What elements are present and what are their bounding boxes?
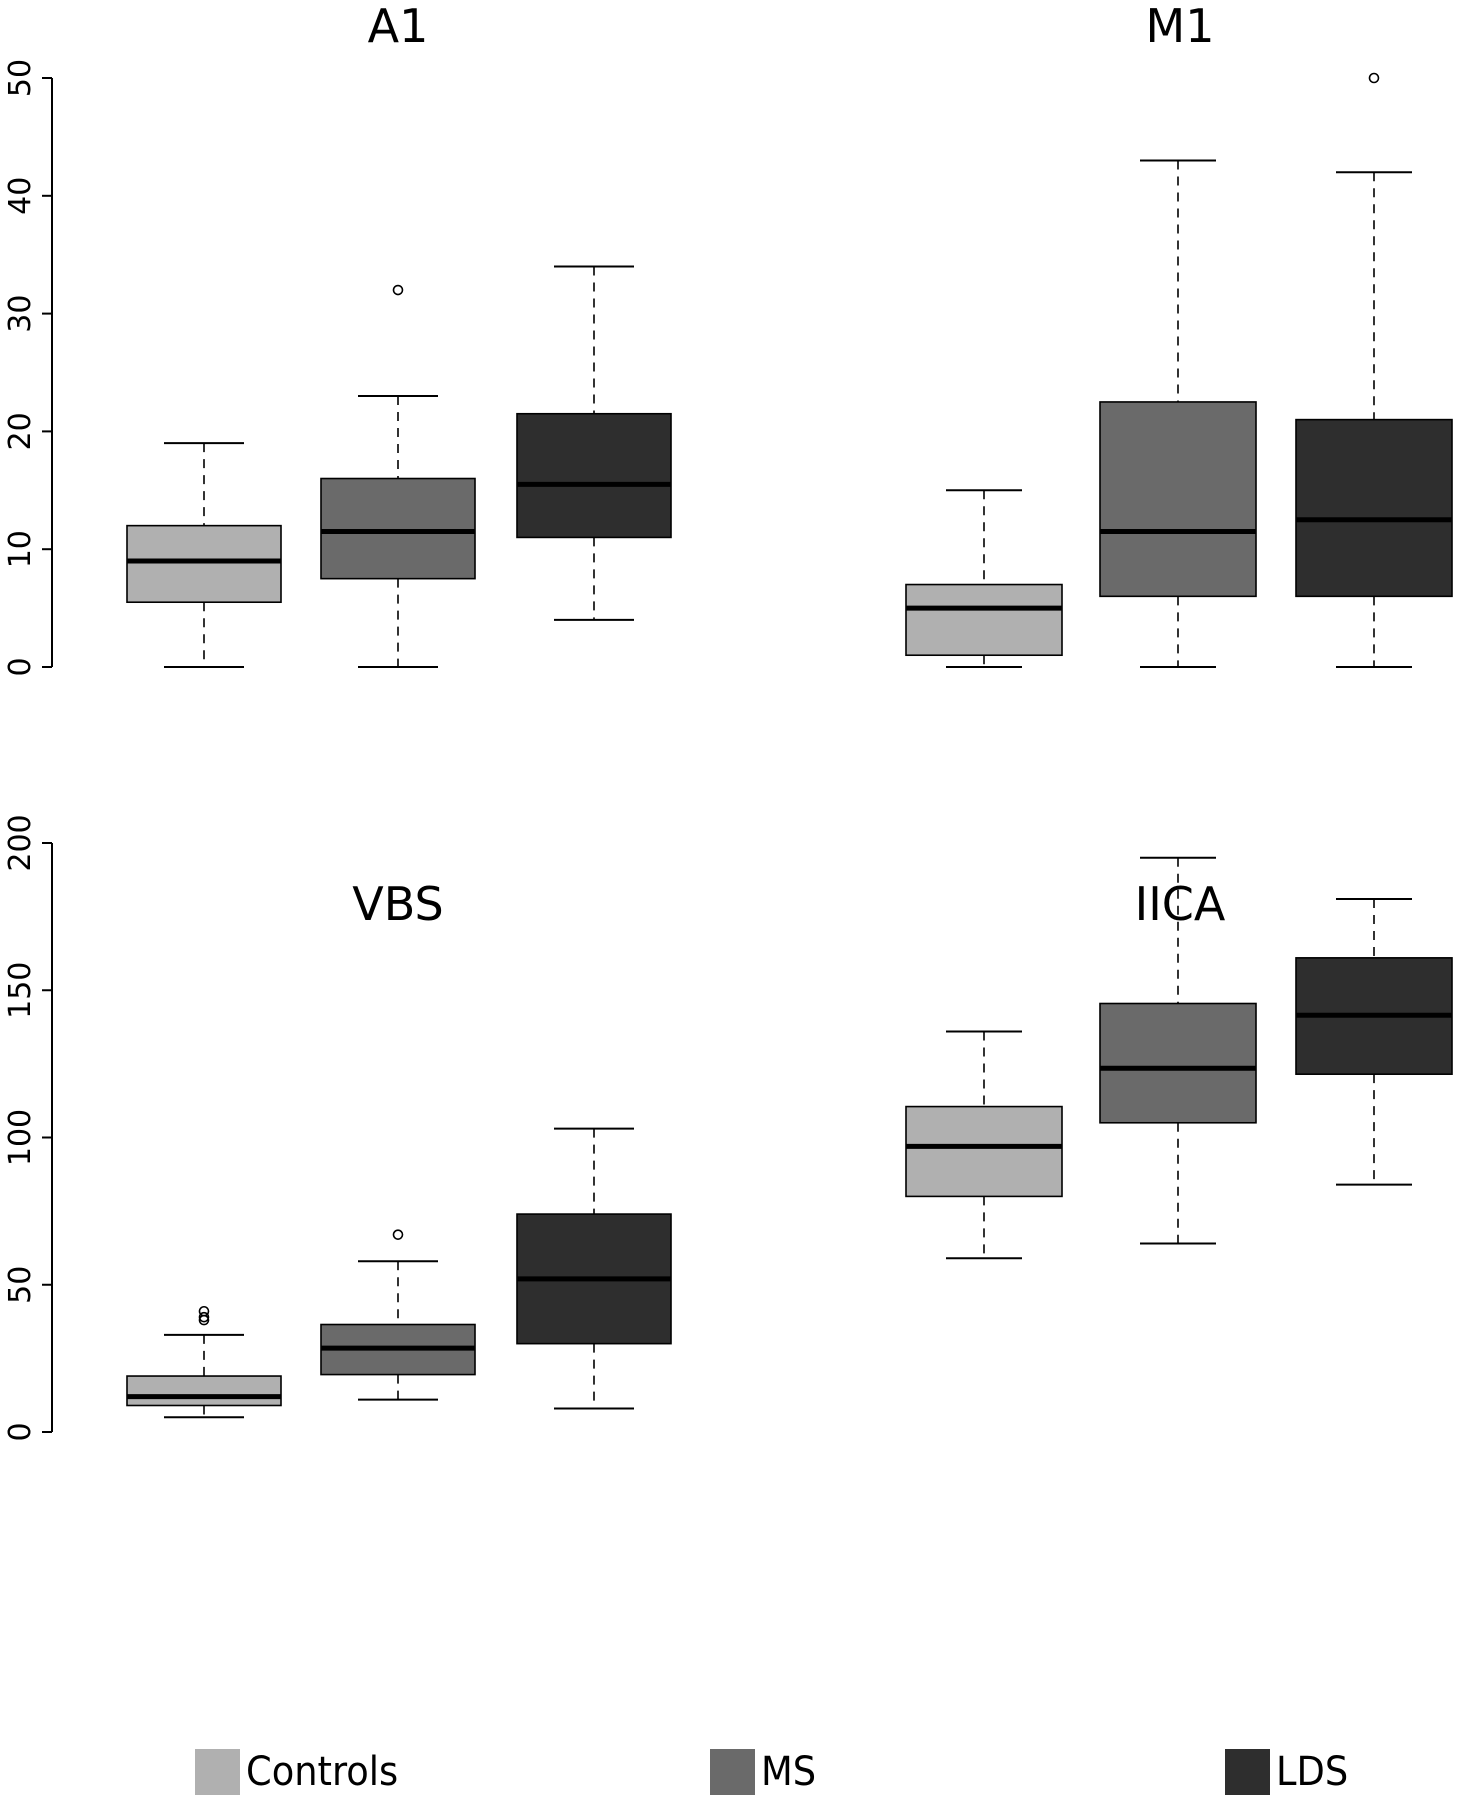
outlier-controls (198, 1311, 210, 1323)
y-tick-label-a1: 20 (3, 412, 38, 450)
y-tick-label-a1: 40 (3, 177, 38, 215)
legend-label-lds: LDS (1276, 1749, 1349, 1795)
legend-label-controls: Controls (246, 1749, 399, 1795)
box-controls (905, 1105, 1063, 1198)
legend-swatch-ms (710, 1749, 755, 1795)
box-ms (1099, 1002, 1257, 1124)
panel-title-iica: IICA (1135, 877, 1226, 931)
box-controls (126, 524, 282, 604)
panel-title-a1: A1 (368, 0, 429, 53)
legend-label-ms: MS (761, 1749, 817, 1795)
y-tick-label-a1: 10 (3, 530, 38, 568)
y-tick-label-a1: 30 (3, 295, 38, 333)
outlier-controls (198, 1305, 210, 1317)
y-tick-label-a1: 50 (3, 59, 38, 97)
y-tick-label-a1: 0 (3, 657, 38, 676)
outlier-ms (392, 284, 404, 296)
legend-item-ms: MS (710, 1749, 821, 1795)
box-lds (516, 412, 672, 539)
legend-swatch-controls (195, 1749, 240, 1795)
y-tick-label-vbs: 100 (3, 1109, 38, 1166)
box-lds (1295, 418, 1453, 598)
box-controls (126, 1375, 282, 1407)
y-tick-label-vbs: 200 (3, 814, 38, 871)
y-tick-label-vbs: 50 (3, 1266, 38, 1304)
outlier-ms (392, 1229, 404, 1240)
y-tick-label-vbs: 0 (3, 1422, 38, 1441)
legend-swatch-lds (1225, 1749, 1270, 1795)
panel-title-m1: M1 (1146, 0, 1215, 53)
box-controls (905, 583, 1063, 657)
legend-item-lds: LDS (1225, 1749, 1354, 1795)
legend-item-controls: Controls (195, 1749, 411, 1795)
box-ms (1099, 401, 1257, 598)
y-tick-label-vbs: 150 (3, 962, 38, 1019)
outlier-lds (1368, 72, 1380, 84)
box-ms (320, 477, 476, 580)
panel-title-vbs: VBS (352, 877, 443, 931)
